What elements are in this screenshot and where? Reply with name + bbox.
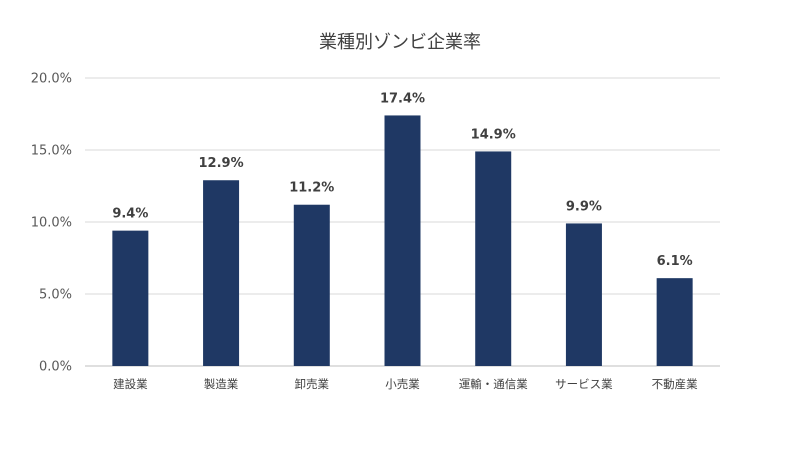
y-tick-label: 5.0% [39,288,72,303]
bar [293,204,330,366]
category-label: 小売業 [385,377,420,391]
y-tick-label: 10.0% [31,216,72,231]
data-label: 12.9% [199,156,244,171]
data-label: 9.4% [112,207,148,222]
bar [203,180,240,366]
y-tick-label: 20.0% [31,72,72,87]
bar [656,278,693,366]
data-label: 11.2% [289,181,334,196]
y-tick-label: 0.0% [39,360,72,375]
category-label: 建設業 [113,377,148,391]
bar [384,115,421,366]
bar [565,223,602,366]
y-tick-label: 15.0% [31,144,72,159]
data-label: 9.9% [566,199,602,214]
data-label: 6.1% [657,254,693,269]
bar [112,230,149,366]
data-label: 14.9% [471,127,516,142]
category-label: 卸売業 [295,377,330,391]
category-label: 不動産業 [652,377,698,391]
category-label: 運輸・通信業 [459,377,528,391]
category-label: 製造業 [204,377,239,391]
chart-title: 業種別ゾンビ企業率 [319,32,481,53]
category-label: サービス業 [555,377,613,391]
data-label: 17.4% [380,91,425,106]
bar [475,151,512,366]
